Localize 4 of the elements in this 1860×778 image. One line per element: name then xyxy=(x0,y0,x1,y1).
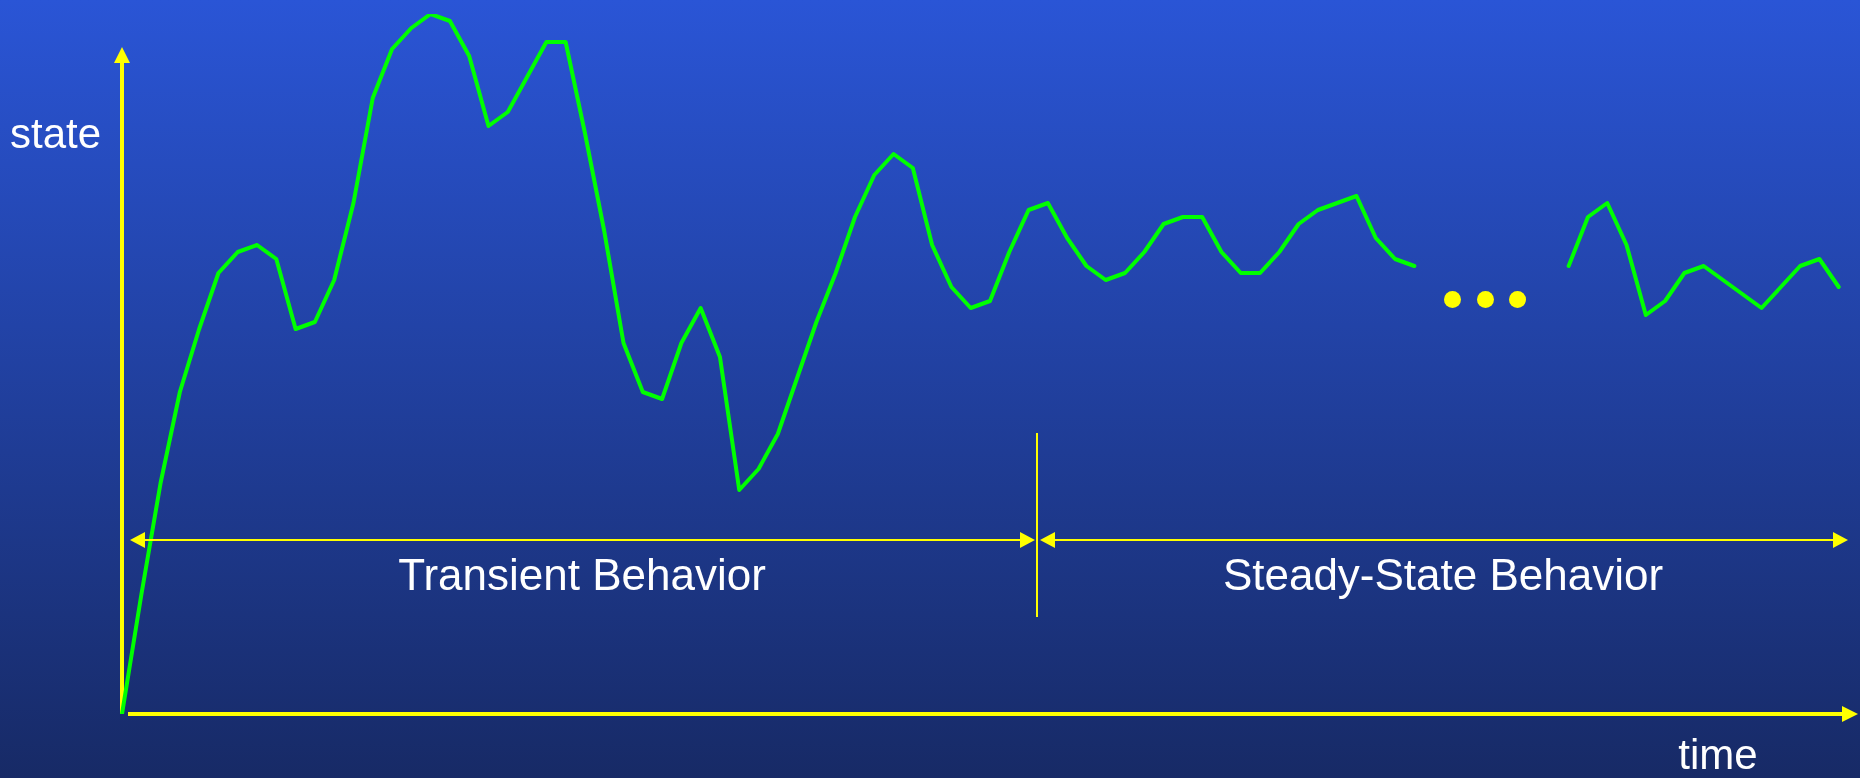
annotation: Steady-State Behavior xyxy=(1222,550,1664,600)
annotation: Transient Behavior xyxy=(398,550,766,600)
y-axis-title: state xyxy=(10,109,102,157)
x-axis-title: time xyxy=(1678,730,1758,778)
